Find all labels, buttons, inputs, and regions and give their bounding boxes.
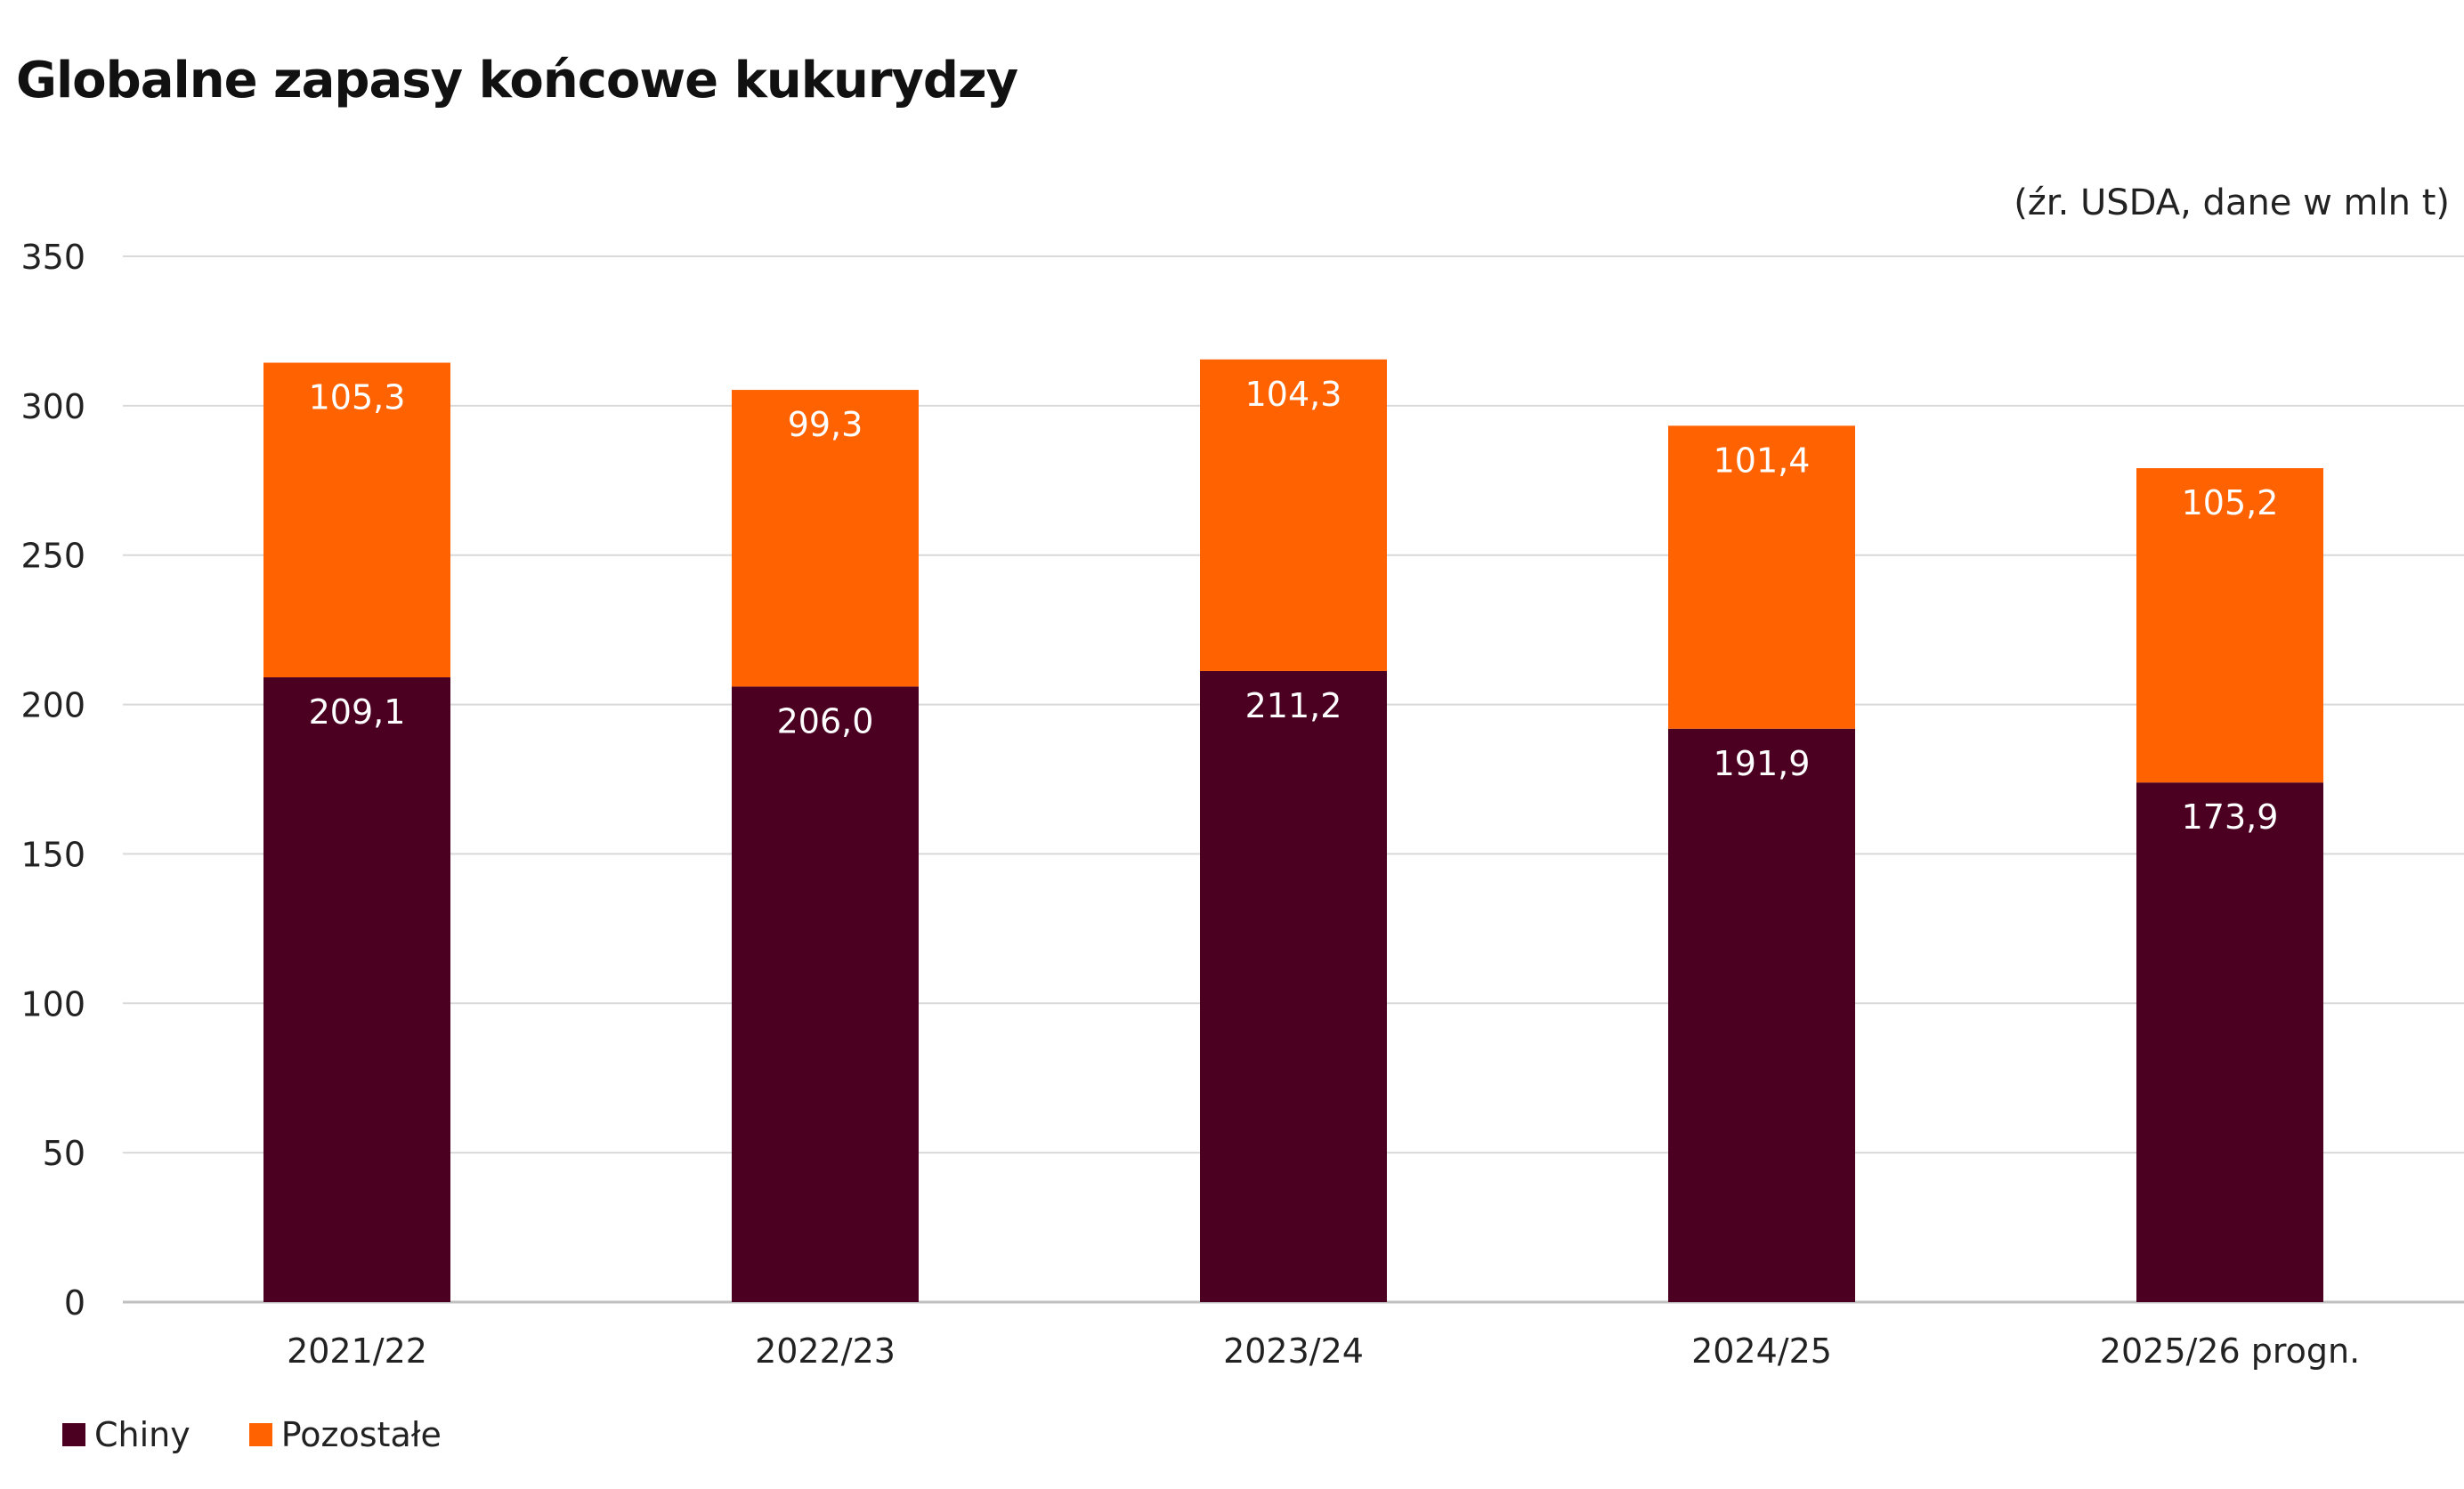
- data-label: 105,2: [2182, 483, 2279, 522]
- x-tick-label: 2024/25: [1691, 1331, 1832, 1371]
- legend-swatch-pozostale: [248, 1423, 272, 1446]
- data-label: 173,9: [2182, 797, 2279, 837]
- y-tick-label: 50: [43, 1134, 85, 1173]
- legend-label-pozostale: Pozostałe: [280, 1415, 442, 1454]
- x-tick-label: 2023/24: [1223, 1331, 1364, 1371]
- x-tick-label: 2021/22: [287, 1331, 427, 1371]
- bar-chiny: [732, 686, 919, 1302]
- data-label: 209,1: [309, 692, 406, 732]
- y-tick-label: 100: [20, 984, 85, 1024]
- data-label: 191,9: [1714, 744, 1811, 783]
- data-label: 105,3: [309, 378, 406, 417]
- bar-chiny: [263, 677, 450, 1302]
- bar-pozostale: [263, 362, 450, 678]
- bar-pozostale: [2136, 468, 2323, 783]
- x-tick-label: 2022/23: [755, 1331, 896, 1371]
- data-label: 101,4: [1714, 441, 1811, 480]
- y-tick-label: 200: [20, 686, 85, 725]
- x-axis-ticks: 2021/22 2022/23 2023/24 2024/25 2025/26 prog…: [287, 1331, 2360, 1371]
- data-labels: 209,1 105,3 206,0 99,3 211,2 104,3 191,9 101,4 1…: [309, 375, 2279, 837]
- data-label: 104,3: [1245, 375, 1342, 414]
- bars: [263, 359, 2323, 1302]
- bar-chiny: [1668, 728, 1855, 1302]
- y-tick-label: 250: [20, 537, 85, 576]
- y-tick-label: 0: [64, 1283, 85, 1323]
- y-tick-label: 350: [20, 238, 85, 277]
- chart-subtitle: (źr. USDA, dane w mln t): [2014, 182, 2450, 223]
- x-tick-label: 2025/26 progn.: [2100, 1331, 2360, 1371]
- y-tick-label: 150: [20, 835, 85, 874]
- bar-pozostale: [1200, 359, 1387, 671]
- bar-pozostale: [732, 390, 919, 687]
- legend-item-chiny: Chiny: [62, 1415, 190, 1454]
- chart-title: Globalne zapasy końcowe kukurydzy: [16, 52, 1018, 109]
- legend-swatch-chiny: [62, 1423, 85, 1446]
- legend-label-chiny: Chiny: [94, 1415, 190, 1454]
- data-label: 211,2: [1245, 686, 1342, 725]
- bar-chiny: [2136, 782, 2323, 1302]
- legend-item-pozostale: Pozostałe: [248, 1415, 442, 1454]
- data-label: 206,0: [777, 701, 874, 740]
- data-label: 99,3: [788, 405, 863, 444]
- legend: Chiny Pozostałe: [62, 1415, 500, 1454]
- bar-chiny: [1200, 670, 1387, 1302]
- bar-pozostale: [1668, 425, 1855, 729]
- y-tick-label: 300: [20, 387, 85, 426]
- y-axis-ticks: 0 50 100 150 200 250 300 350: [20, 238, 85, 1323]
